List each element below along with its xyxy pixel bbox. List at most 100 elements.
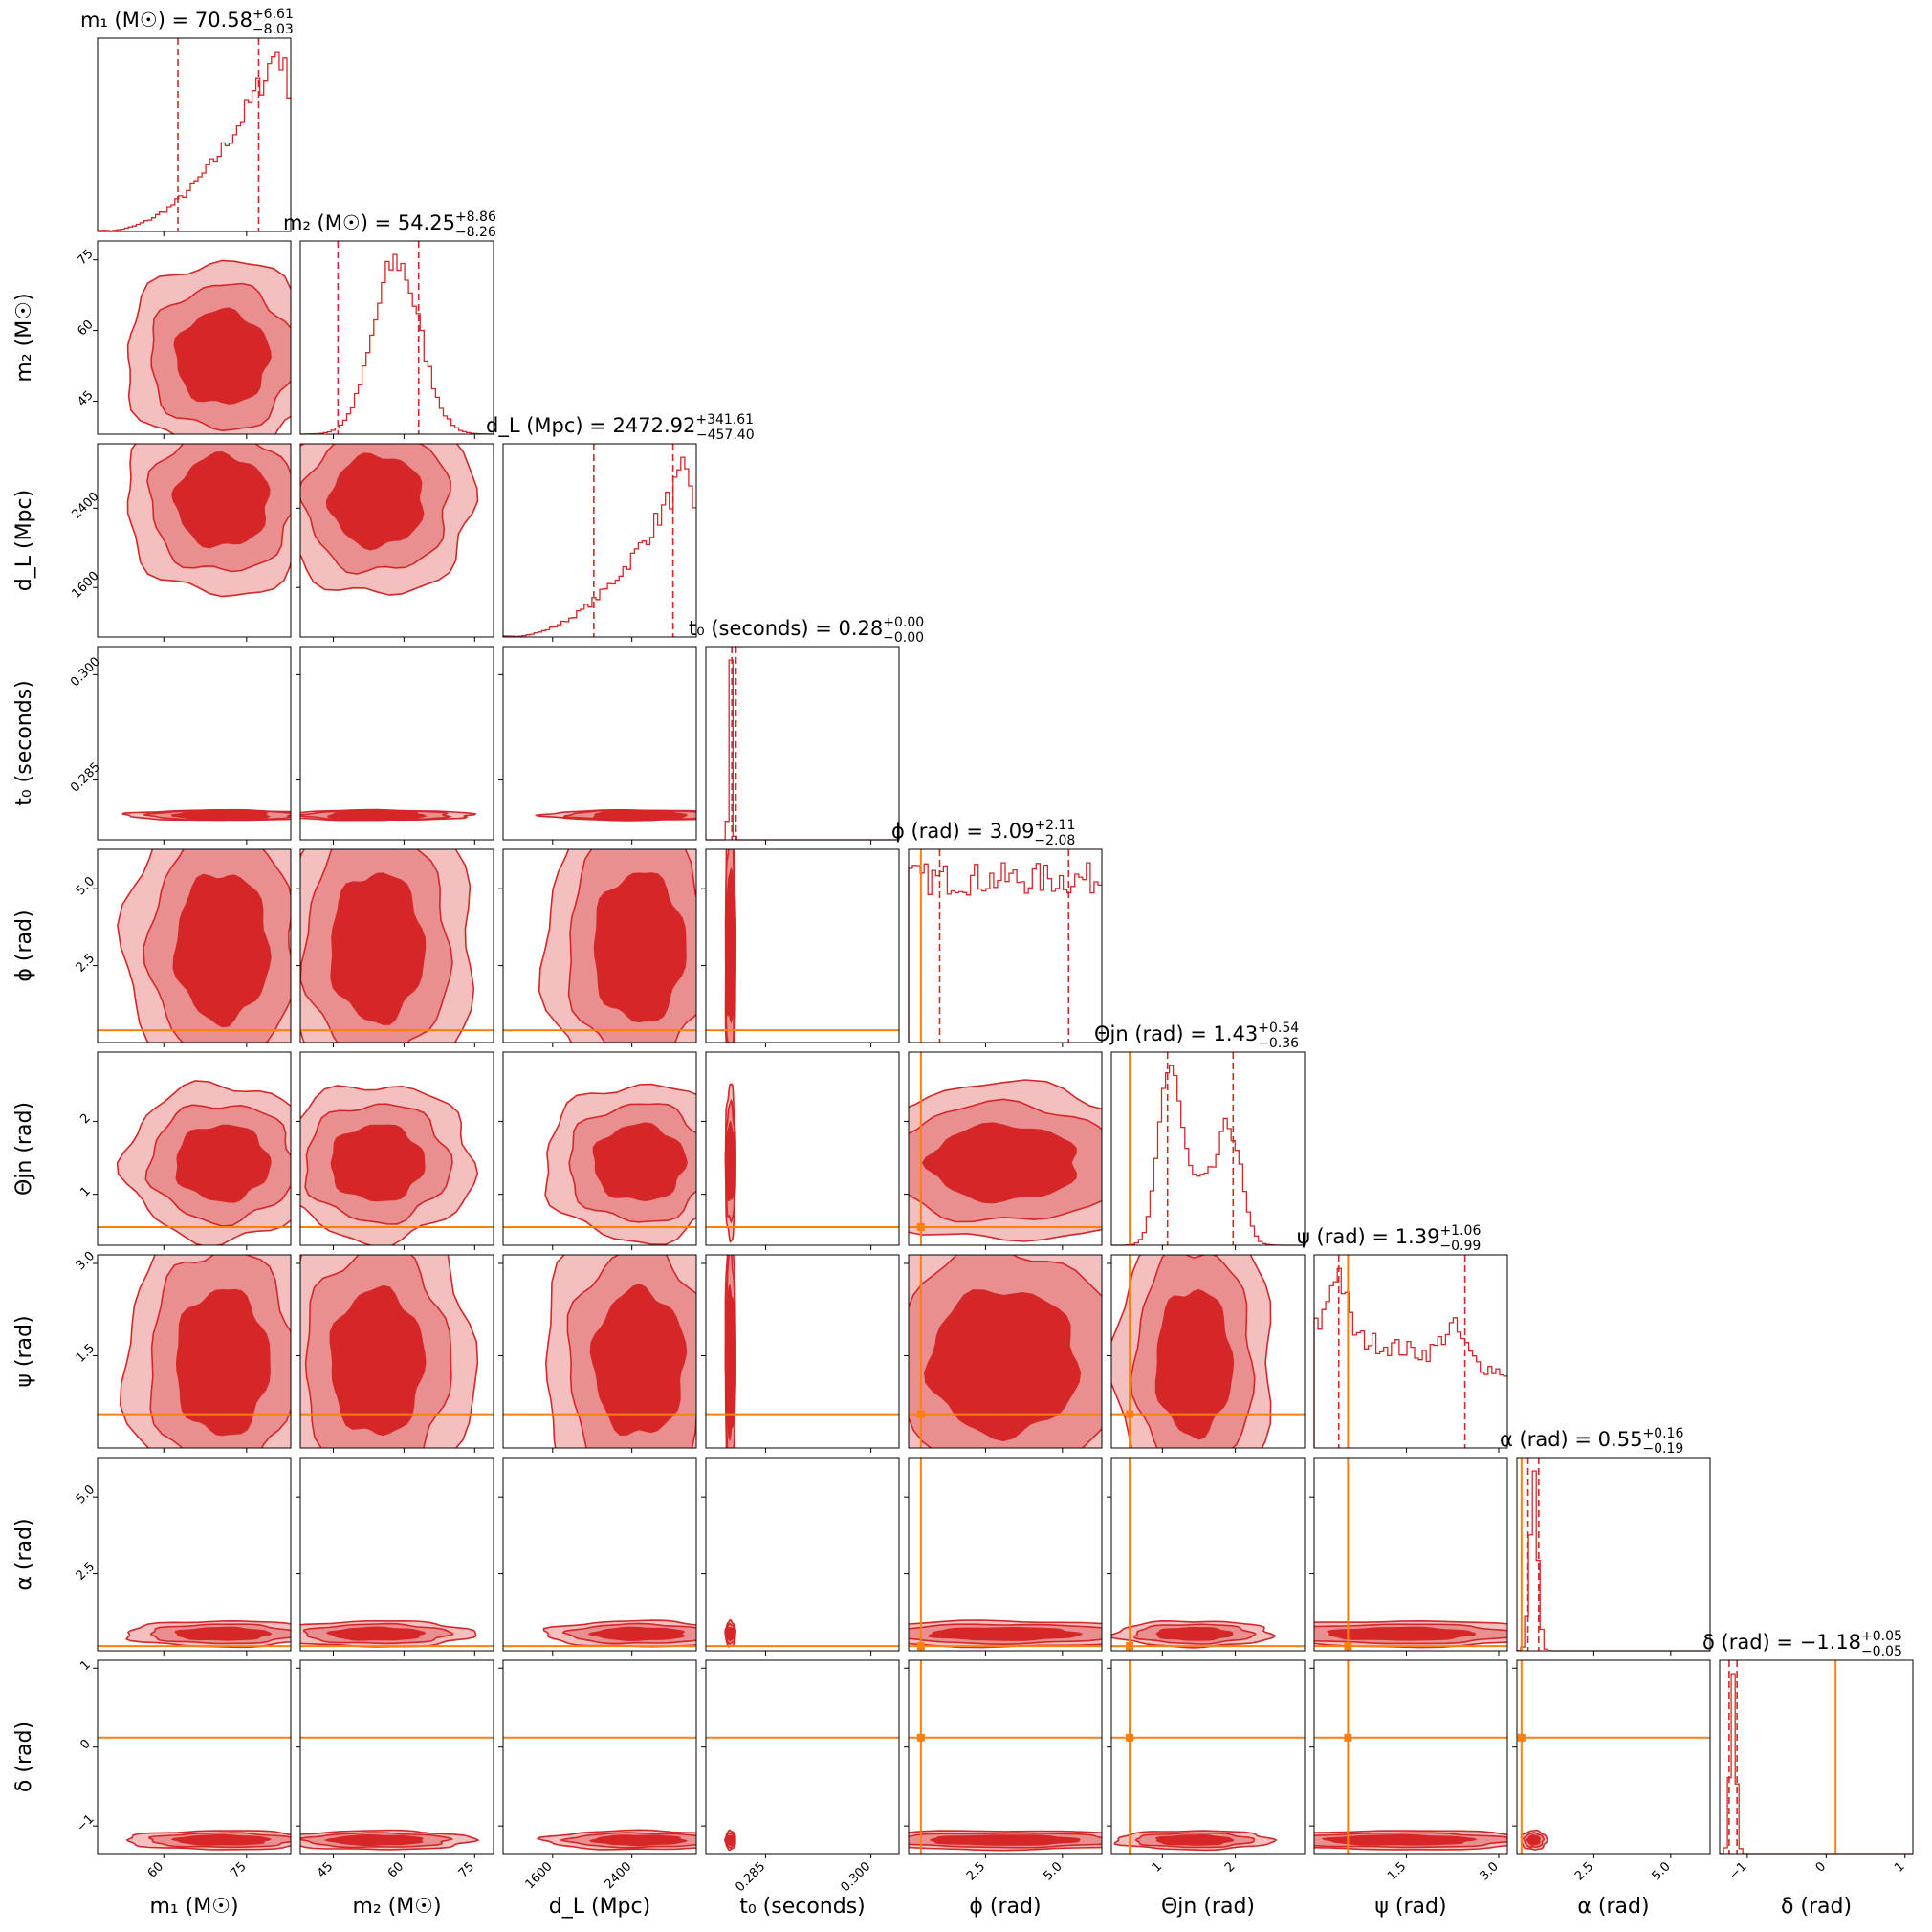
xtick-label-t0: 0.285: [733, 1859, 768, 1895]
title-phi: ϕ (rad) = 3.09+2.11 −2.08: [891, 818, 1075, 848]
xlabel-dL: d_L (Mpc): [549, 1895, 650, 1919]
title-delta: δ (rad) = −1.18+0.05 −0.05: [1702, 1629, 1902, 1659]
contour-level-3: [588, 1834, 689, 1847]
contours-dL-phi: [503, 849, 696, 1043]
contour-level-3: [175, 1288, 271, 1437]
contour-level-3: [330, 1124, 426, 1202]
panel-dL-phi: [503, 849, 696, 1043]
contour-level-3: [923, 1289, 1082, 1442]
frame-psi-psi: [1313, 1254, 1508, 1449]
contours-m1-t0: [121, 808, 291, 822]
panel-dL-delta: [503, 1736, 696, 1851]
contours-t0-delta: [706, 1736, 899, 1852]
ylabel-alpha: α (rad): [12, 1518, 36, 1590]
contours-m1-psi: [98, 1255, 291, 1448]
panel-theta_jn-alpha: [1111, 1458, 1305, 1651]
xlabel-phi: ϕ (rad): [969, 1895, 1041, 1919]
xtick-label-psi: 3.0: [1478, 1859, 1502, 1883]
contours-m2-dL: [300, 444, 479, 596]
frame-theta_jn-theta_jn: [1110, 1051, 1306, 1246]
xtick-label-dL: 2400: [602, 1859, 634, 1892]
contours-psi-alpha: [1314, 1458, 1507, 1651]
ylabel-psi: ψ (rad): [12, 1315, 36, 1387]
ytick-label-theta_jn: 2: [77, 1111, 93, 1127]
frame-dL-theta_jn: [502, 1051, 697, 1246]
contour-level-3: [724, 867, 736, 1024]
frame-m2-delta: [299, 1659, 494, 1855]
ylabel-phi: ϕ (rad): [12, 910, 36, 981]
frame-delta-delta: [1719, 1659, 1914, 1855]
contours-m1-dL: [126, 444, 291, 598]
ytick-label-m2: 60: [75, 318, 96, 339]
xtick-label-phi: 5.0: [1041, 1859, 1065, 1883]
contours-theta_jn-psi: [1111, 1255, 1305, 1448]
frame-t0-phi: [705, 848, 900, 1043]
frame-m1-dL: [97, 443, 292, 638]
frame-m1-delta: [97, 1659, 292, 1855]
frame-m2-phi: [299, 848, 494, 1043]
panel-m1-theta_jn: [98, 1080, 291, 1245]
contour-level-3: [326, 809, 428, 822]
contours-theta_jn-delta: [1111, 1660, 1305, 1854]
frame-t0-psi: [705, 1254, 900, 1449]
ytick-label-alpha: 5.0: [74, 1482, 98, 1506]
panel-m1-dL: [126, 444, 291, 598]
xtick-label-delta: −1: [1727, 1859, 1750, 1882]
panel-m2-dL: [300, 444, 479, 596]
frame-m2-m2: [299, 240, 494, 435]
ylabel-delta: δ (rad): [12, 1722, 36, 1792]
panel-m1-phi: [98, 849, 291, 1043]
contours-m1-phi: [98, 849, 291, 1043]
contours-m2-psi: [300, 1255, 494, 1448]
ytick-label-m2: 45: [75, 388, 96, 409]
ytick-label-delta: 1: [77, 1658, 93, 1674]
contours-m2-alpha: [300, 1619, 494, 1648]
panel-m1-alpha: [98, 1619, 291, 1649]
panel-dL-psi: [503, 1255, 696, 1448]
frame-dL-psi: [502, 1254, 697, 1449]
frame-m2-dL: [299, 443, 494, 638]
ylabel-theta_jn: Θjn (rad): [12, 1102, 36, 1196]
axes-layer: 456075160024000.2850.3002.55.0121.53.02.…: [12, 37, 1914, 1919]
contour-level-3: [593, 872, 687, 1023]
panel-dL-alpha: [503, 1619, 696, 1648]
contour-level-3: [171, 450, 271, 549]
panel-phi-psi: [909, 1255, 1102, 1448]
xtick-label-dL: 1600: [523, 1859, 556, 1892]
contour-level-3: [592, 1122, 688, 1202]
panel-m2-delta: [300, 1736, 494, 1851]
frame-m2-theta_jn: [299, 1051, 494, 1246]
contour-level-3: [928, 1626, 1084, 1641]
contour-level-3: [724, 1284, 736, 1442]
panel-t0-psi: [706, 1255, 899, 1448]
truth-marker: [916, 1222, 925, 1231]
truth-marker: [916, 1410, 925, 1418]
ytick-label-alpha: 2.5: [74, 1559, 98, 1583]
panel-psi-alpha: [1314, 1458, 1507, 1651]
panel-dL-theta_jn: [503, 1083, 696, 1245]
frame-m1-t0: [97, 646, 292, 841]
xtick-label-m2: 45: [315, 1859, 336, 1880]
histogram-psi: [1313, 1267, 1507, 1448]
frame-t0-alpha: [705, 1457, 900, 1652]
contour-level-3: [330, 872, 427, 1025]
contour-panels-layer: [98, 259, 1710, 1854]
frame-dL-phi: [502, 848, 697, 1043]
frame-dL-t0: [502, 646, 697, 841]
contours-dL-psi: [503, 1255, 696, 1448]
histogram-theta_jn: [1111, 1065, 1305, 1246]
contours-m2-t0: [300, 808, 477, 822]
contours-t0-alpha: [706, 1618, 899, 1648]
contours-t0-theta_jn: [706, 1083, 899, 1243]
contour-level-3: [724, 1834, 736, 1847]
xtick-label-theta_jn: 2: [1222, 1859, 1238, 1875]
panel-phi-alpha: [909, 1458, 1102, 1651]
ytick-label-psi: 3.0: [74, 1249, 98, 1273]
frame-phi-psi: [908, 1254, 1103, 1449]
contour-level-3: [1321, 1833, 1479, 1846]
ylabel-dL: d_L (Mpc): [12, 490, 36, 591]
frame-m1-alpha: [97, 1457, 292, 1652]
panel-m1-m2: [126, 259, 291, 434]
histogram-m1: [97, 51, 291, 232]
ytick-label-phi: 2.5: [74, 951, 98, 975]
